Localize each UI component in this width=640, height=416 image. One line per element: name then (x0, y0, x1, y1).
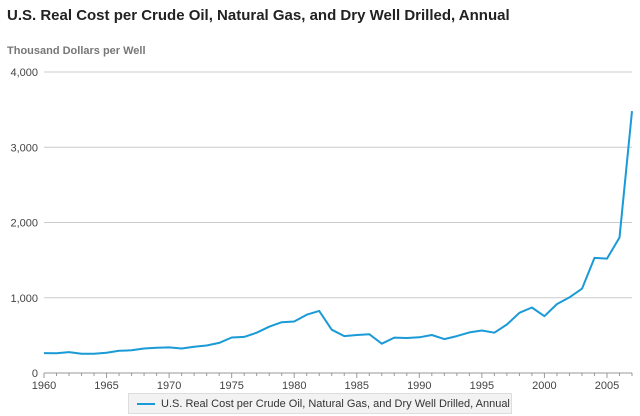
axes: 0 1,000 2,000 3,000 4,000 1960 1965 1970 1975 198… (10, 67, 633, 392)
y-tick-label: 1,000 (10, 293, 38, 305)
y-axis-unit-label: Thousand Dollars per Well (7, 45, 146, 57)
series-layer (43, 111, 633, 355)
x-tick-label: 1960 (32, 380, 56, 392)
y-tick-label: 0 (32, 368, 38, 380)
legend-swatch (137, 402, 155, 405)
gridlines (44, 71, 632, 299)
y-tick-label: 4,000 (10, 67, 38, 79)
x-tick-label: 1990 (407, 380, 431, 392)
x-tick-label: 1995 (470, 380, 494, 392)
x-tick-label: 1970 (157, 380, 181, 392)
x-tick-label: 1965 (94, 380, 118, 392)
x-tick-label: 1980 (282, 380, 306, 392)
x-tick-label: 2000 (532, 380, 556, 392)
y-tick-label: 2,000 (10, 218, 38, 230)
series-line (43, 111, 633, 355)
legend-label: U.S. Real Cost per Crude Oil, Natural Ga… (161, 397, 510, 410)
y-tick-label: 3,000 (10, 142, 38, 154)
x-tick-label: 1975 (219, 380, 243, 392)
chart-legend[interactable]: U.S. Real Cost per Crude Oil, Natural Ga… (128, 393, 512, 414)
x-tick-label: 2005 (595, 380, 619, 392)
chart-title: U.S. Real Cost per Crude Oil, Natural Ga… (7, 7, 510, 24)
x-tick-label: 1985 (345, 380, 369, 392)
